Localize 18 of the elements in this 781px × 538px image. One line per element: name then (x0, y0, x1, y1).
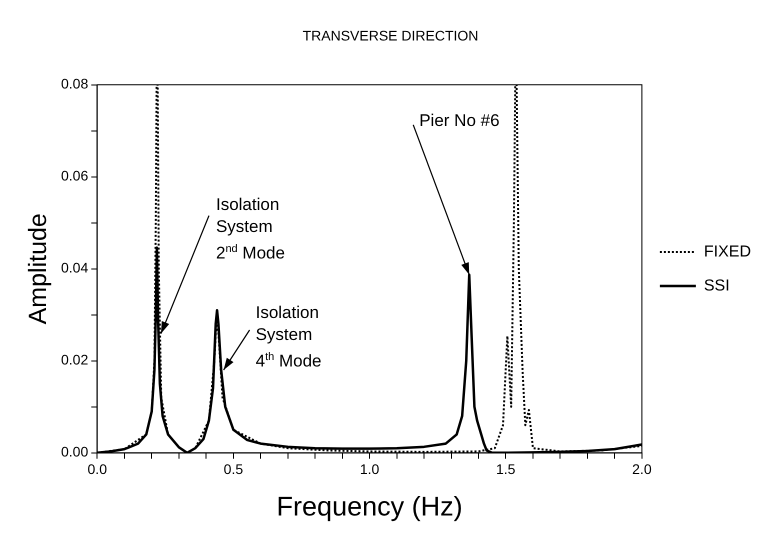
x-axis-title: Frequency (Hz) (276, 491, 463, 522)
y-tick-label: 0.02 (61, 352, 88, 368)
chart-title: TRANSVERSE DIRECTION (302, 27, 478, 44)
legend-label: FIXED (704, 243, 752, 260)
x-tick-label: 1.0 (360, 461, 380, 478)
legend-label: SSI (704, 277, 730, 294)
annotation: Isolation System 2$^{nd}$ Mode (216, 194, 285, 264)
x-tick-label: 0.0 (88, 461, 108, 478)
annotation: Isolation System 4$^{th}$ Mode (256, 302, 322, 373)
x-tick-label: 1.5 (496, 461, 516, 478)
y-tick-label: 0.00 (61, 444, 88, 460)
x-tick-label: 2.0 (632, 461, 652, 478)
y-tick-label: 0.06 (61, 168, 88, 184)
y-tick-label: 0.04 (61, 260, 88, 276)
y-axis-title: Amplitude (24, 213, 52, 324)
annotation: Pier No #6 (419, 110, 500, 132)
x-tick-label: 0.5 (224, 461, 244, 478)
y-tick-label: 0.08 (61, 76, 88, 92)
